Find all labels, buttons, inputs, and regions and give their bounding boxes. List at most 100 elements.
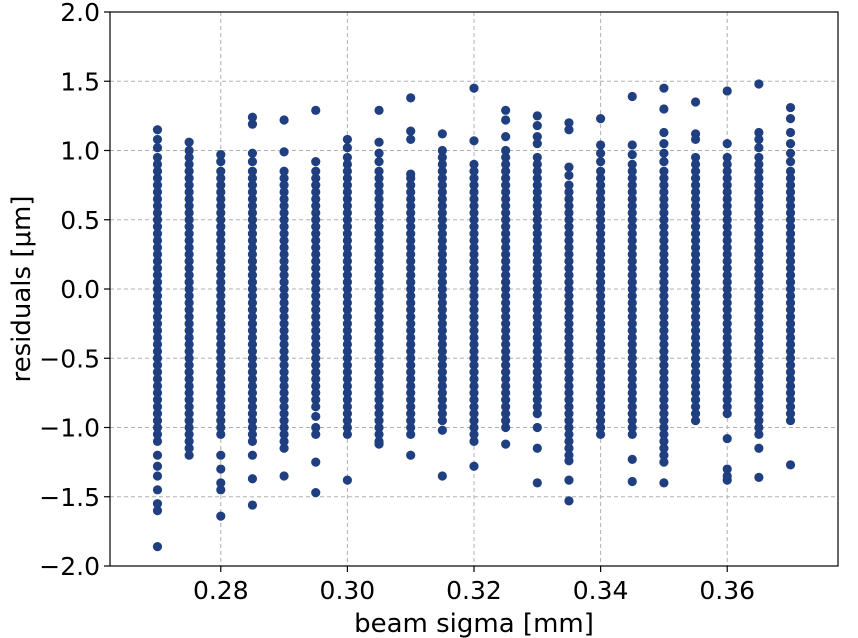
data-point: [659, 222, 669, 232]
data-point: [437, 208, 447, 218]
data-point: [469, 319, 479, 329]
data-point: [374, 374, 384, 384]
data-point: [216, 353, 226, 363]
data-point: [596, 187, 606, 197]
data-point: [659, 201, 669, 211]
data-point: [722, 222, 732, 232]
data-point: [247, 112, 258, 122]
data-point: [722, 138, 732, 149]
data-point: [342, 194, 352, 204]
data-point: [596, 381, 606, 391]
data-point: [564, 346, 574, 356]
data-point: [437, 215, 447, 225]
data-point: [722, 249, 732, 259]
data-point: [659, 312, 669, 322]
data-point: [406, 319, 416, 329]
data-point: [722, 256, 732, 266]
data-point: [469, 201, 479, 211]
data-point: [216, 409, 226, 419]
data-point: [152, 506, 163, 516]
data-point: [437, 325, 447, 336]
data-point: [342, 422, 352, 433]
data-point: [659, 450, 669, 460]
data-point: [564, 170, 574, 181]
data-point: [311, 256, 321, 266]
data-point: [311, 270, 321, 280]
data-point: [216, 511, 226, 521]
data-point: [785, 180, 796, 190]
data-point: [342, 312, 352, 322]
data-point: [532, 173, 542, 183]
data-point: [437, 374, 447, 384]
data-point: [279, 325, 289, 336]
data-point: [184, 443, 194, 453]
data-point: [564, 235, 574, 246]
data-point: [216, 291, 226, 301]
data-point: [247, 415, 258, 426]
data-point: [184, 173, 194, 183]
data-point: [564, 222, 574, 232]
data-point: [627, 263, 637, 273]
data-point: [785, 319, 796, 329]
data-point: [406, 450, 416, 460]
data-point: [659, 381, 669, 391]
data-point: [785, 460, 796, 470]
data-point: [501, 422, 511, 433]
data-point: [279, 305, 289, 315]
data-point: [216, 156, 226, 167]
data-point: [596, 388, 606, 398]
data-point: [501, 249, 511, 259]
data-point: [184, 166, 194, 176]
data-point: [754, 388, 764, 398]
data-point: [501, 305, 511, 315]
data-point: [596, 353, 606, 363]
data-point: [247, 381, 258, 391]
data-point: [564, 263, 574, 273]
data-point: [722, 215, 732, 225]
data-point: [247, 291, 258, 301]
data-point: [374, 148, 384, 158]
data-point: [627, 415, 637, 426]
data-point: [342, 325, 352, 336]
data-point: [785, 256, 796, 266]
data-point: [754, 422, 764, 433]
data-point: [785, 346, 796, 356]
data-point: [501, 381, 511, 391]
data-point: [374, 284, 384, 294]
data-point: [374, 166, 384, 176]
data-point: [785, 173, 796, 183]
data-point: [374, 173, 384, 183]
data-point: [469, 409, 479, 419]
data-point: [754, 381, 764, 391]
data-point: [596, 332, 606, 343]
data-point: [406, 242, 416, 253]
data-point: [596, 284, 606, 294]
data-point: [279, 443, 289, 453]
data-point: [722, 284, 732, 294]
data-point: [152, 152, 163, 163]
data-point: [501, 270, 511, 280]
data-point: [722, 325, 732, 336]
data-point: [342, 374, 352, 384]
data-point: [374, 381, 384, 391]
data-point: [437, 409, 447, 419]
data-point: [659, 249, 669, 259]
data-point: [627, 242, 637, 253]
data-point: [564, 409, 574, 419]
data-point: [754, 472, 764, 482]
data-point: [785, 249, 796, 259]
data-point: [722, 201, 732, 211]
data-point: [247, 395, 258, 405]
data-point: [722, 173, 732, 183]
data-point: [437, 353, 447, 363]
data-point: [469, 339, 479, 349]
data-point: [279, 374, 289, 384]
data-point: [406, 270, 416, 280]
data-point: [311, 388, 321, 398]
data-point: [152, 298, 163, 308]
data-point: [311, 395, 321, 405]
data-point: [596, 305, 606, 315]
data-point: [311, 319, 321, 329]
data-point: [785, 156, 796, 167]
data-point: [279, 381, 289, 391]
